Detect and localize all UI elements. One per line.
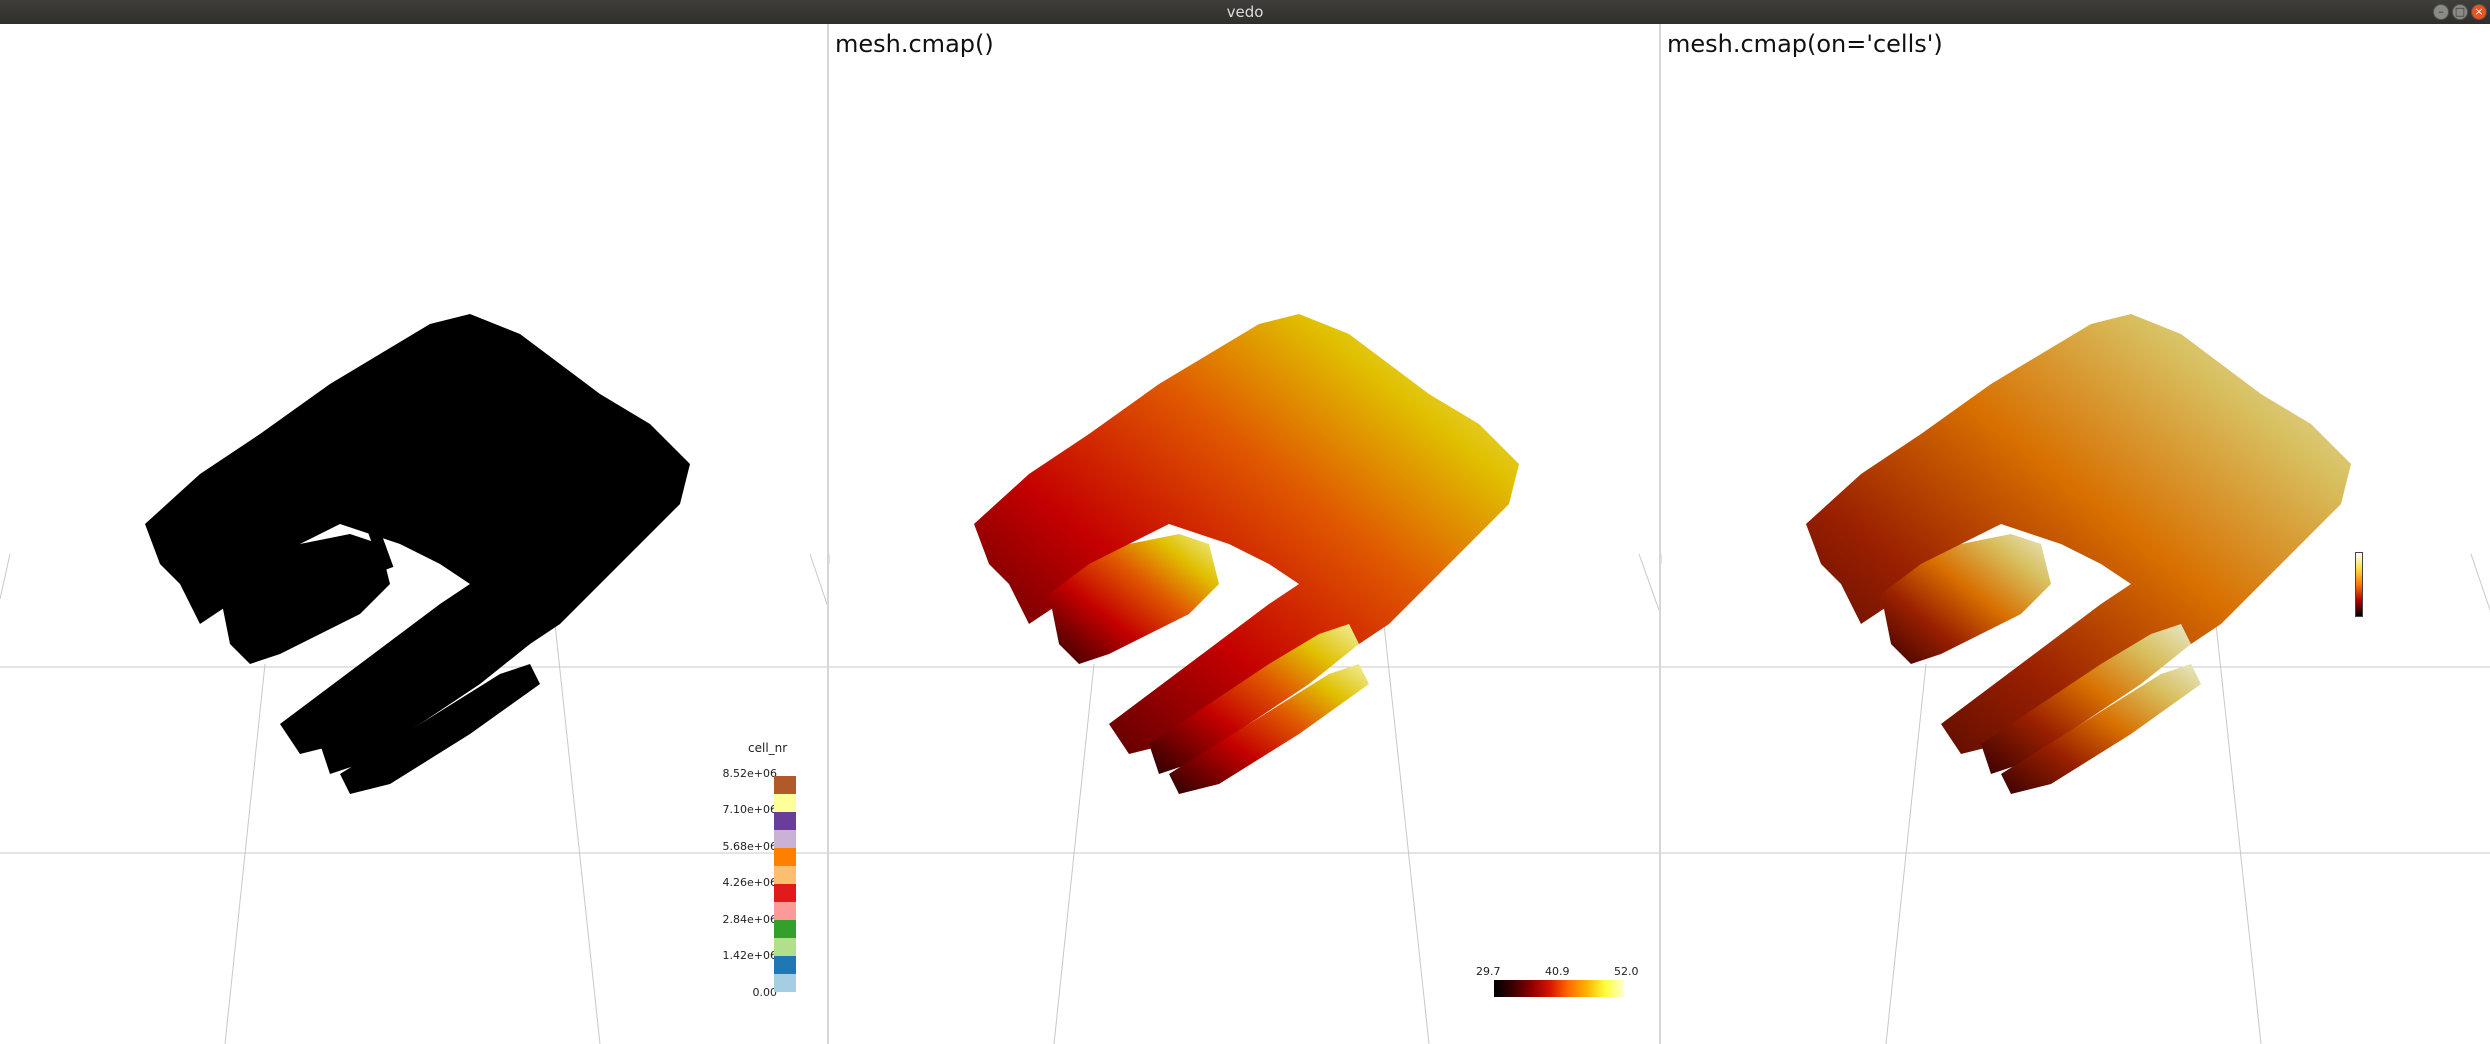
mini-colorbar — [2355, 552, 2363, 617]
mesh-cmap-scene — [829, 314, 1659, 1044]
legend-swatch — [774, 848, 796, 866]
legend-swatch — [774, 938, 796, 956]
minimize-icon[interactable]: – — [2433, 4, 2449, 20]
maximize-icon[interactable]: □ — [2452, 4, 2468, 20]
colorbar-min-label: 29.7 — [1476, 965, 1501, 978]
legend-swatch — [774, 866, 796, 884]
legend-title: cell_nr — [748, 741, 788, 755]
viewport-3[interactable]: mesh.cmap(on='cells') — [1661, 24, 2490, 1044]
legend-swatch — [774, 794, 796, 812]
legend-label: 5.68e+06 — [722, 840, 777, 853]
viewport-title: mesh.cmap(on='cells') — [1667, 30, 1943, 58]
window-title: vedo — [1226, 3, 1264, 21]
legend-label: 1.42e+06 — [722, 949, 777, 962]
viewport-divider[interactable] — [1659, 24, 1661, 1044]
legend-swatch — [774, 776, 796, 794]
legend-swatch — [774, 902, 796, 920]
colorbar-mid-label: 40.9 — [1545, 965, 1570, 978]
viewport-divider[interactable] — [827, 24, 829, 1044]
legend-swatch — [774, 812, 796, 830]
colorbar — [1494, 980, 1624, 997]
legend-swatch — [774, 830, 796, 848]
legend-swatch — [774, 920, 796, 938]
window-titlebar[interactable]: vedo – □ × — [0, 0, 2490, 24]
viewport-title: mesh.cmap() — [835, 30, 994, 58]
legend-swatch — [774, 956, 796, 974]
viewport-2[interactable]: mesh.cmap() — [829, 24, 1659, 1044]
legend-label: 0.00 — [752, 986, 778, 999]
legend-label: 2.84e+06 — [722, 913, 777, 926]
mesh-black-scene — [0, 314, 827, 1044]
legend-swatch — [774, 884, 796, 902]
legend-label: 7.10e+06 — [722, 803, 777, 816]
mesh-cmap-cells-scene — [1661, 314, 2490, 1044]
legend-label: 4.26e+06 — [722, 876, 777, 889]
legend-label: 8.52e+06 — [722, 767, 777, 780]
colorbar-max-label: 52.0 — [1614, 965, 1639, 978]
close-icon[interactable]: × — [2471, 4, 2487, 20]
legend-swatch — [774, 974, 796, 992]
viewport-1[interactable]: cell_nr 8.52e+06 7.10e+06 5.68e+06 4.26e… — [0, 24, 827, 1044]
